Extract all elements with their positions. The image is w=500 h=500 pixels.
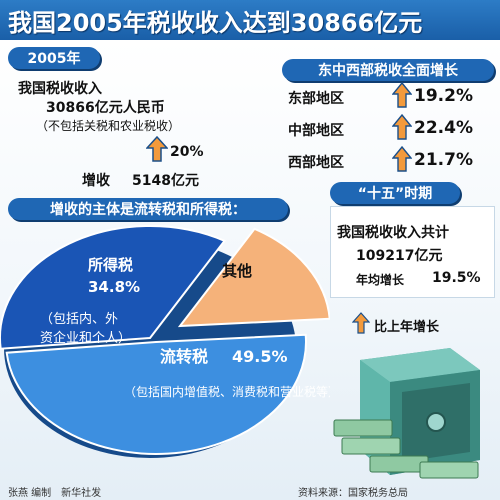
region-growth-arrow-icon — [392, 146, 412, 172]
legend-arrow-text: 比上年增长 — [374, 320, 440, 335]
pie-note-turnover-tax: （包括国内增值税、消费税和营业税等） — [124, 384, 330, 399]
increase-label: 增收 — [82, 173, 110, 189]
footer-credit: 张燕 编制 新华社发 — [8, 488, 102, 499]
region-growth-arrow-icon — [392, 82, 412, 108]
year-badge-text: 2005年 — [27, 51, 81, 67]
year-badge: 2005年 — [8, 47, 100, 69]
plan-avg-label: 年均增长 — [356, 273, 405, 287]
page-title-text: 我国2005年税收收入达到30866亿元 — [8, 8, 423, 37]
regions-title: 东中西部税收全面增长 — [282, 59, 494, 81]
region-value: 21.7% — [414, 150, 473, 170]
pie-note-income-tax-2: 资企业和个人） — [40, 330, 131, 346]
chart-title: 增收的主体是流转税和所得税： — [8, 198, 288, 220]
tax-income-value: 30866亿元人民币 — [46, 100, 165, 116]
tax-income-label: 我国税收收入 — [18, 81, 102, 97]
pie-value-turnover-tax: 49.5% — [232, 347, 288, 366]
legend-arrow-icon — [352, 312, 370, 334]
pie-label-income-tax: 所得税 — [88, 256, 133, 274]
pie-slice-所得税 — [0, 225, 227, 350]
page-title: 我国2005年税收收入达到30866亿元 — [0, 0, 500, 40]
growth-arrow-icon — [146, 136, 168, 162]
plan-box — [330, 206, 495, 298]
region-value: 22.4% — [414, 118, 473, 138]
pie-label-turnover-tax: 流转税 — [160, 347, 208, 366]
region-growth-arrow-icon — [392, 114, 412, 140]
regions-title-text: 东中西部税收全面增长 — [318, 63, 458, 79]
increase-value: 5148亿元 — [132, 173, 199, 189]
plan-label: 我国税收收入共计 — [337, 225, 449, 241]
plan-badge-text: “十五”时期 — [357, 186, 433, 202]
tax-income-note: （不包括关税和农业税收） — [36, 119, 181, 133]
pie-value-income-tax: 34.8% — [88, 278, 140, 296]
region-name: 东部地区 — [288, 91, 344, 107]
growth-pct: 20% — [170, 144, 204, 160]
region-name: 西部地区 — [288, 155, 344, 171]
pie-label-other: 其他 — [222, 262, 252, 280]
chart-title-text: 增收的主体是流转税和所得税： — [50, 202, 246, 218]
safe-illustration — [333, 348, 480, 479]
plan-avg-value: 19.5% — [432, 270, 481, 286]
plan-badge: “十五”时期 — [330, 182, 460, 204]
pie-note-income-tax-1: （包括内、外 — [40, 311, 118, 327]
plan-total: 109217亿元 — [356, 248, 443, 264]
footer-source: 资料来源：国家税务总局 — [298, 488, 408, 499]
pie-slice-其他 — [177, 227, 330, 328]
region-value: 19.2% — [414, 86, 473, 106]
pie-slice-流转税 — [5, 333, 307, 456]
region-name: 中部地区 — [288, 123, 344, 139]
